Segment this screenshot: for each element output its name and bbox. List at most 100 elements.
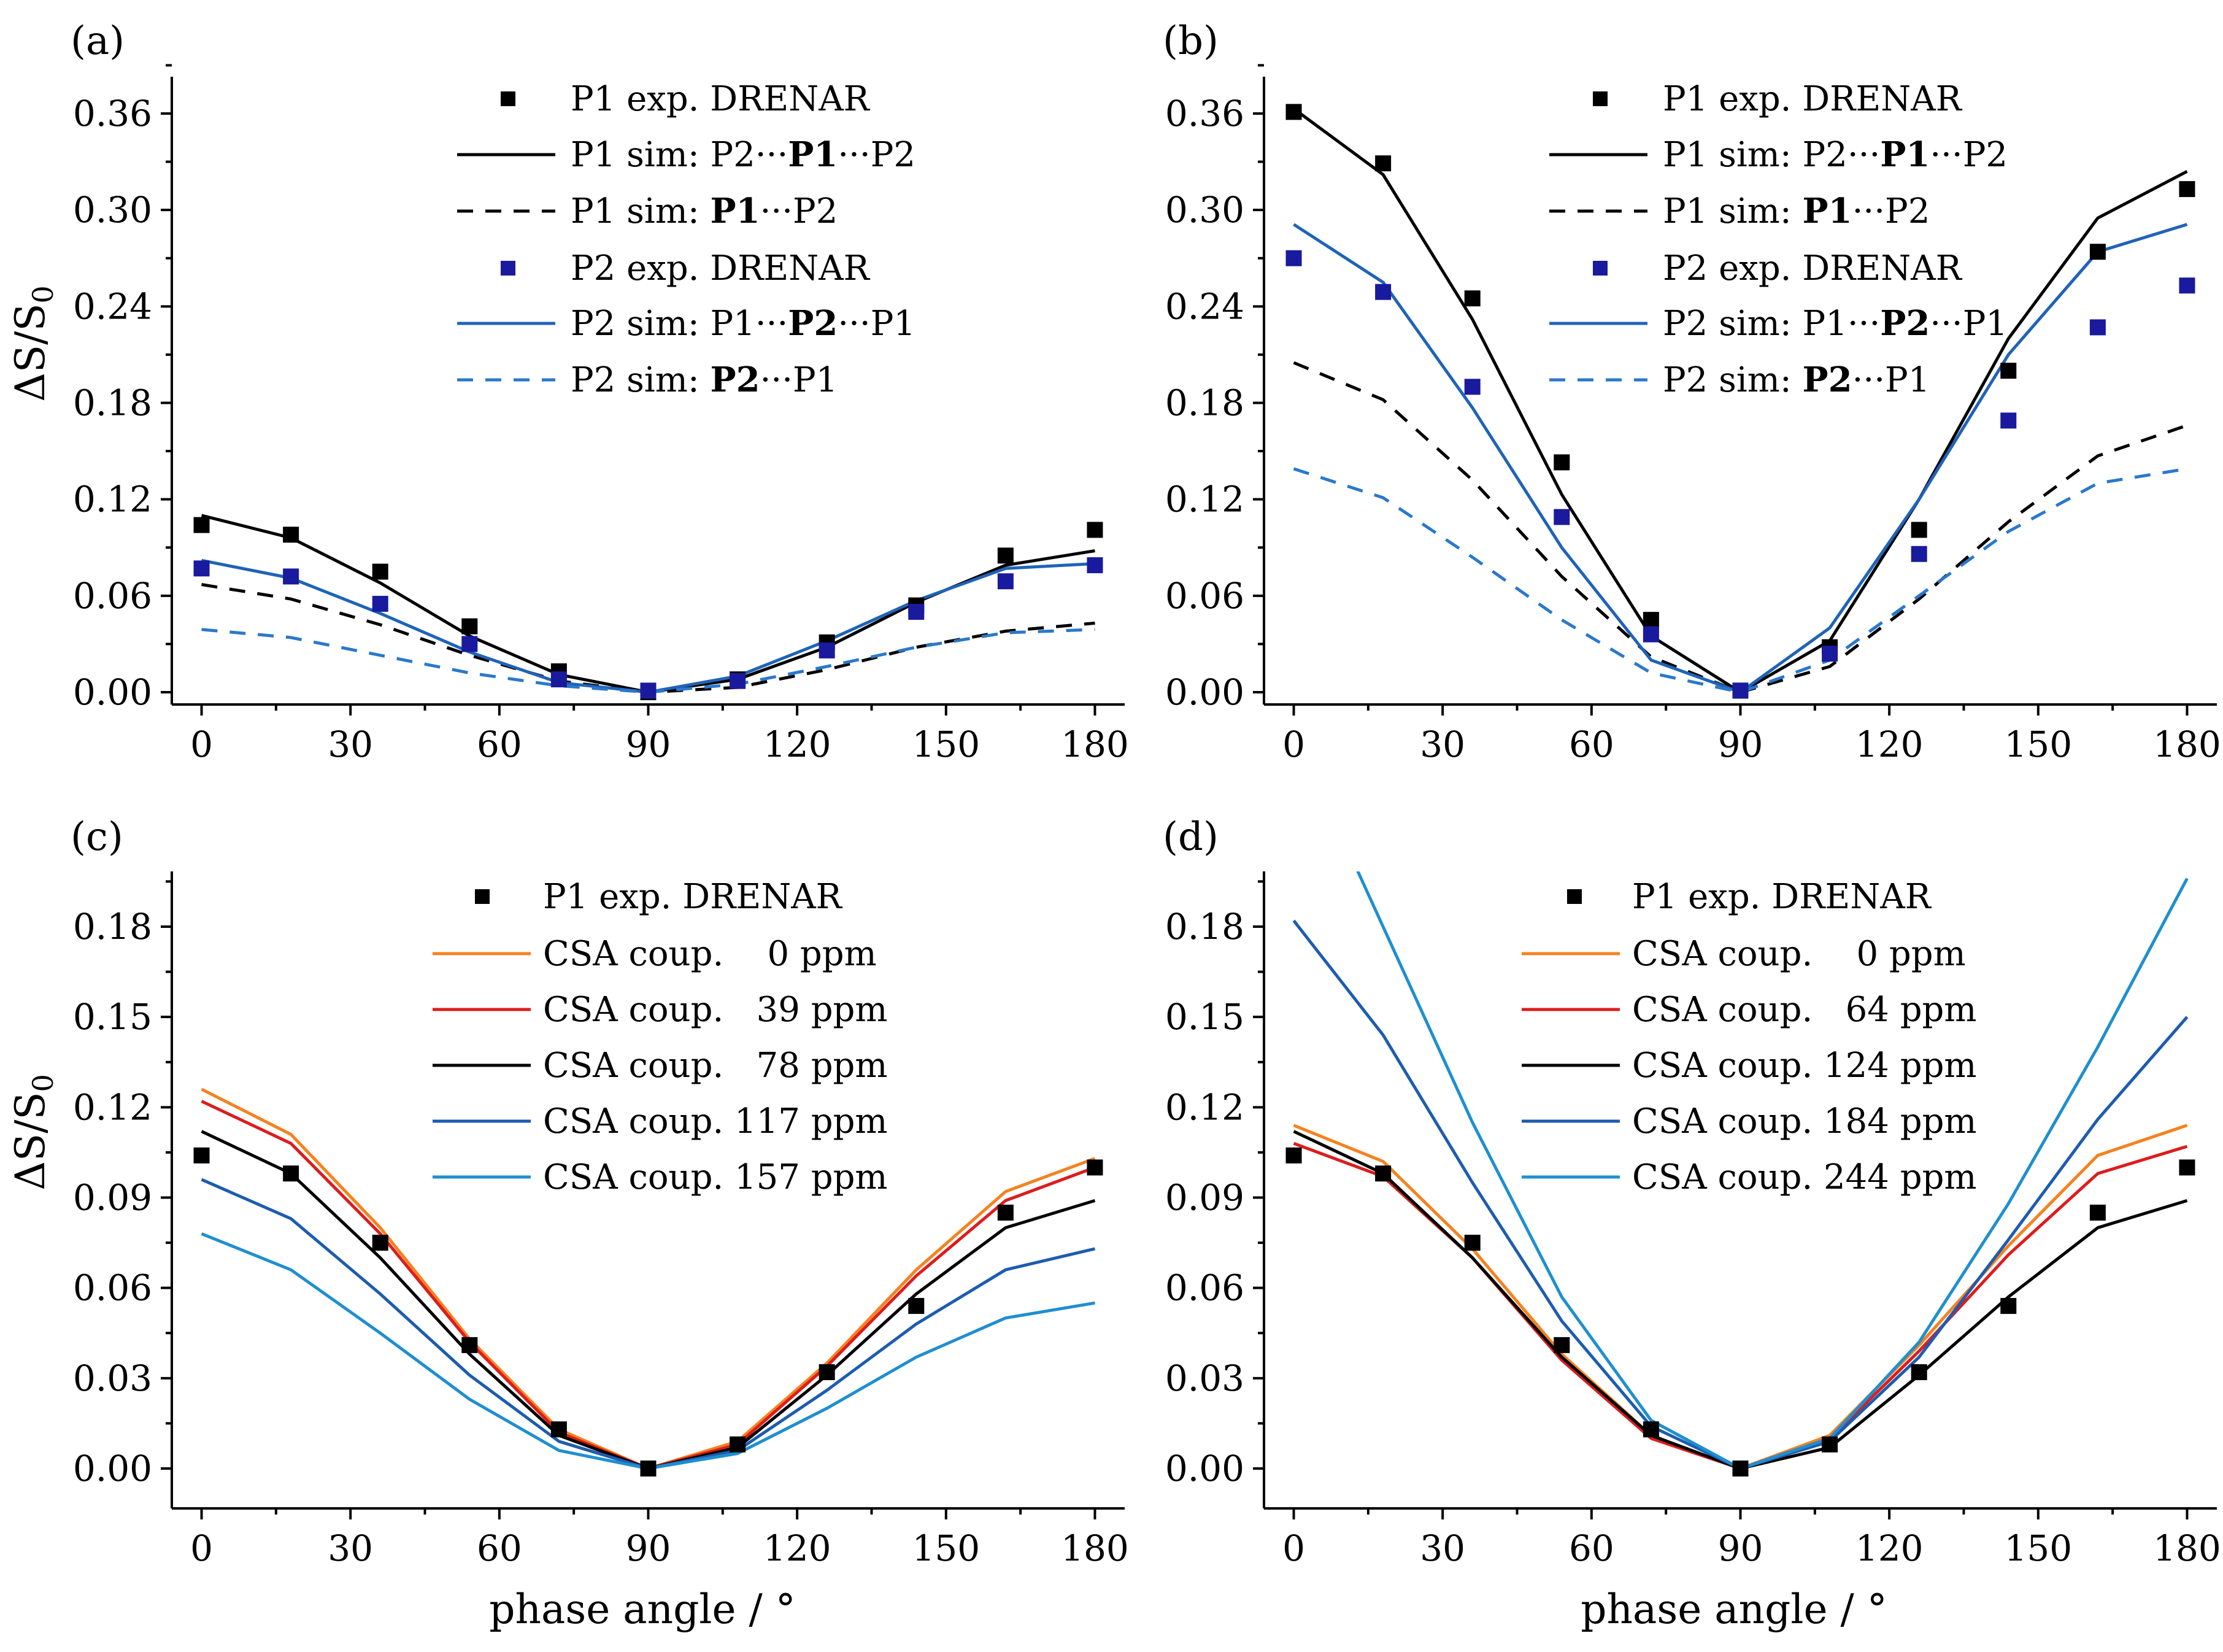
data-point-square <box>908 1298 925 1314</box>
data-point-square <box>2000 1298 2017 1314</box>
y-axis-label-top: ΔS/S0 <box>7 285 60 402</box>
panel-b: 0.00 0.06 0.12 0.18 0.24 0.30 0.36 0 30 60 90 120 15… <box>1165 64 2221 765</box>
legend-d-text-1: CSA coup. 0 ppm <box>1632 934 1966 974</box>
x-tick-label: 0 <box>1282 1527 1305 1569</box>
x-tick-label: 120 <box>763 1527 831 1569</box>
panel-label-a: (a) <box>71 18 125 64</box>
x-tick-label: 120 <box>1855 724 1924 765</box>
data-point-square <box>193 1147 210 1164</box>
legend-a-text-p1exp: P1 exp. DRENAR <box>571 79 871 119</box>
x-tick-label: 60 <box>477 1527 522 1569</box>
x-tick-label: 150 <box>2004 1527 2072 1569</box>
x-tick-label: 120 <box>1855 1527 1924 1569</box>
legend-a-text-p1simA: P1 sim: P2···P1···P2 <box>571 134 915 175</box>
data-point-square <box>2089 244 2106 260</box>
legend-d-text-3: CSA coup. 124 ppm <box>1632 1046 1977 1086</box>
data-point-square <box>372 595 388 612</box>
x-tick-label: 30 <box>328 724 373 765</box>
y-tick-label: 0.00 <box>73 1448 152 1489</box>
series-line-4 <box>201 1178 1096 1470</box>
data-point-square <box>640 682 657 699</box>
data-point-square <box>461 1337 478 1353</box>
legend-b-text-p1simB: P1 sim: P1···P2 <box>1663 191 1930 231</box>
plot-area <box>201 514 1095 694</box>
y-tick-label: 0.24 <box>73 285 152 327</box>
legend-a-text-p2simB: P2 sim: P2···P1 <box>571 360 838 400</box>
x-tick-label: 150 <box>2004 724 2072 765</box>
series-line-2 <box>201 1100 1096 1470</box>
data-point-square <box>1554 509 1570 525</box>
y-tick-label: 0.06 <box>73 1267 152 1309</box>
data-point-square <box>1087 557 1103 574</box>
data-point-square <box>1911 1364 1927 1381</box>
y-tick-label: 0.12 <box>1165 479 1244 520</box>
data-point-square <box>1822 646 1838 662</box>
legend-a: P1 exp. DRENAR P1 sim: P2···P1···P2 P1 s… <box>457 79 915 400</box>
y-tick-label: 0.06 <box>73 575 152 617</box>
legend-d-text-2: CSA coup. 64 ppm <box>1632 990 1977 1030</box>
data-point-square <box>1643 612 1659 628</box>
data-point-square <box>1464 1235 1481 1251</box>
legend-a-marker-p2exp <box>501 261 515 276</box>
legend-a-text-p2exp: P2 exp. DRENAR <box>571 249 871 288</box>
data-point-square <box>2179 181 2195 198</box>
data-point-square <box>819 642 835 658</box>
data-point-square <box>1643 626 1659 643</box>
x-axis-label-d: phase angle / ° <box>1581 1586 1887 1633</box>
x-tick-label: 90 <box>1718 1527 1763 1569</box>
data-point-square <box>2000 412 2017 429</box>
y-tick-label: 0.09 <box>1165 1177 1244 1219</box>
data-point-square <box>1732 1461 1749 1476</box>
y-tick-label: 0.00 <box>1165 671 1244 713</box>
data-point-square <box>1911 546 1927 562</box>
legend-c-text-3: CSA coup. 78 ppm <box>543 1046 888 1086</box>
data-point-square <box>997 573 1014 590</box>
y-tick-label: 0.18 <box>1165 382 1244 424</box>
series-line-5 <box>201 1232 1095 1470</box>
legend-b-marker-p1exp <box>1593 91 1608 106</box>
y-tick-label: 0.30 <box>1165 189 1244 231</box>
panel-label-b: (b) <box>1163 18 1219 64</box>
data-point-square <box>461 636 478 652</box>
data-point-square <box>1911 522 1927 538</box>
data-point-square <box>550 1421 567 1438</box>
x-tick-label: 60 <box>477 724 522 765</box>
data-point-square <box>193 517 210 533</box>
y-tick-label: 0.18 <box>73 906 152 948</box>
x-tick-label: 0 <box>190 1527 213 1569</box>
data-point-square <box>1285 250 1302 266</box>
data-point-square <box>997 1205 1014 1221</box>
legend-c-text-4: CSA coup. 117 ppm <box>543 1102 888 1141</box>
data-point-square <box>1554 1337 1570 1353</box>
series-line-2 <box>201 583 1095 694</box>
panel-c: 0.00 0.03 0.06 0.09 0.12 0.15 0.18 0 30 60 90 120 15… <box>73 871 1129 1569</box>
x-tick-label: 30 <box>1420 1527 1465 1569</box>
x-tick-label: 0 <box>190 724 213 765</box>
series-line-1 <box>201 514 1095 694</box>
data-point-square <box>2089 319 2106 336</box>
y-axis-label-bottom: ΔS/S0 <box>7 1074 60 1191</box>
x-tick-label: 90 <box>626 724 671 765</box>
x-tick-label: 180 <box>2153 1527 2221 1569</box>
y-tick-label: 0.12 <box>73 479 152 520</box>
y-tick-label: 0.12 <box>73 1086 152 1128</box>
legend-d-text-4: CSA coup. 184 ppm <box>1632 1102 1977 1141</box>
legend-b-text-p2simA: P2 sim: P1···P2···P1 <box>1663 303 2008 344</box>
panel-label-c: (c) <box>71 814 123 860</box>
series-line-4 <box>201 558 1095 694</box>
data-point-square <box>550 671 567 688</box>
legend-d-text-0: P1 exp. DRENAR <box>1632 877 1932 917</box>
legend-c-text-0: P1 exp. DRENAR <box>543 877 843 917</box>
legend-a-marker-p1exp <box>501 91 515 106</box>
legend-b: P1 exp. DRENAR P1 sim: P2···P1···P2 P1 s… <box>1549 79 2008 400</box>
y-tick-label: 0.36 <box>73 93 152 134</box>
data-point-square <box>908 604 925 620</box>
panel-d: 0.00 0.03 0.06 0.09 0.12 0.15 0.18 0 30 60 90 120 15… <box>1165 871 2221 1569</box>
x-tick-label: 30 <box>328 1527 373 1569</box>
panel-label-d: (d) <box>1163 814 1219 860</box>
x-tick-label: 0 <box>1282 724 1305 765</box>
data-point-square <box>1554 454 1570 471</box>
data-point-square <box>997 547 1014 564</box>
x-tick-label: 90 <box>1718 724 1763 765</box>
